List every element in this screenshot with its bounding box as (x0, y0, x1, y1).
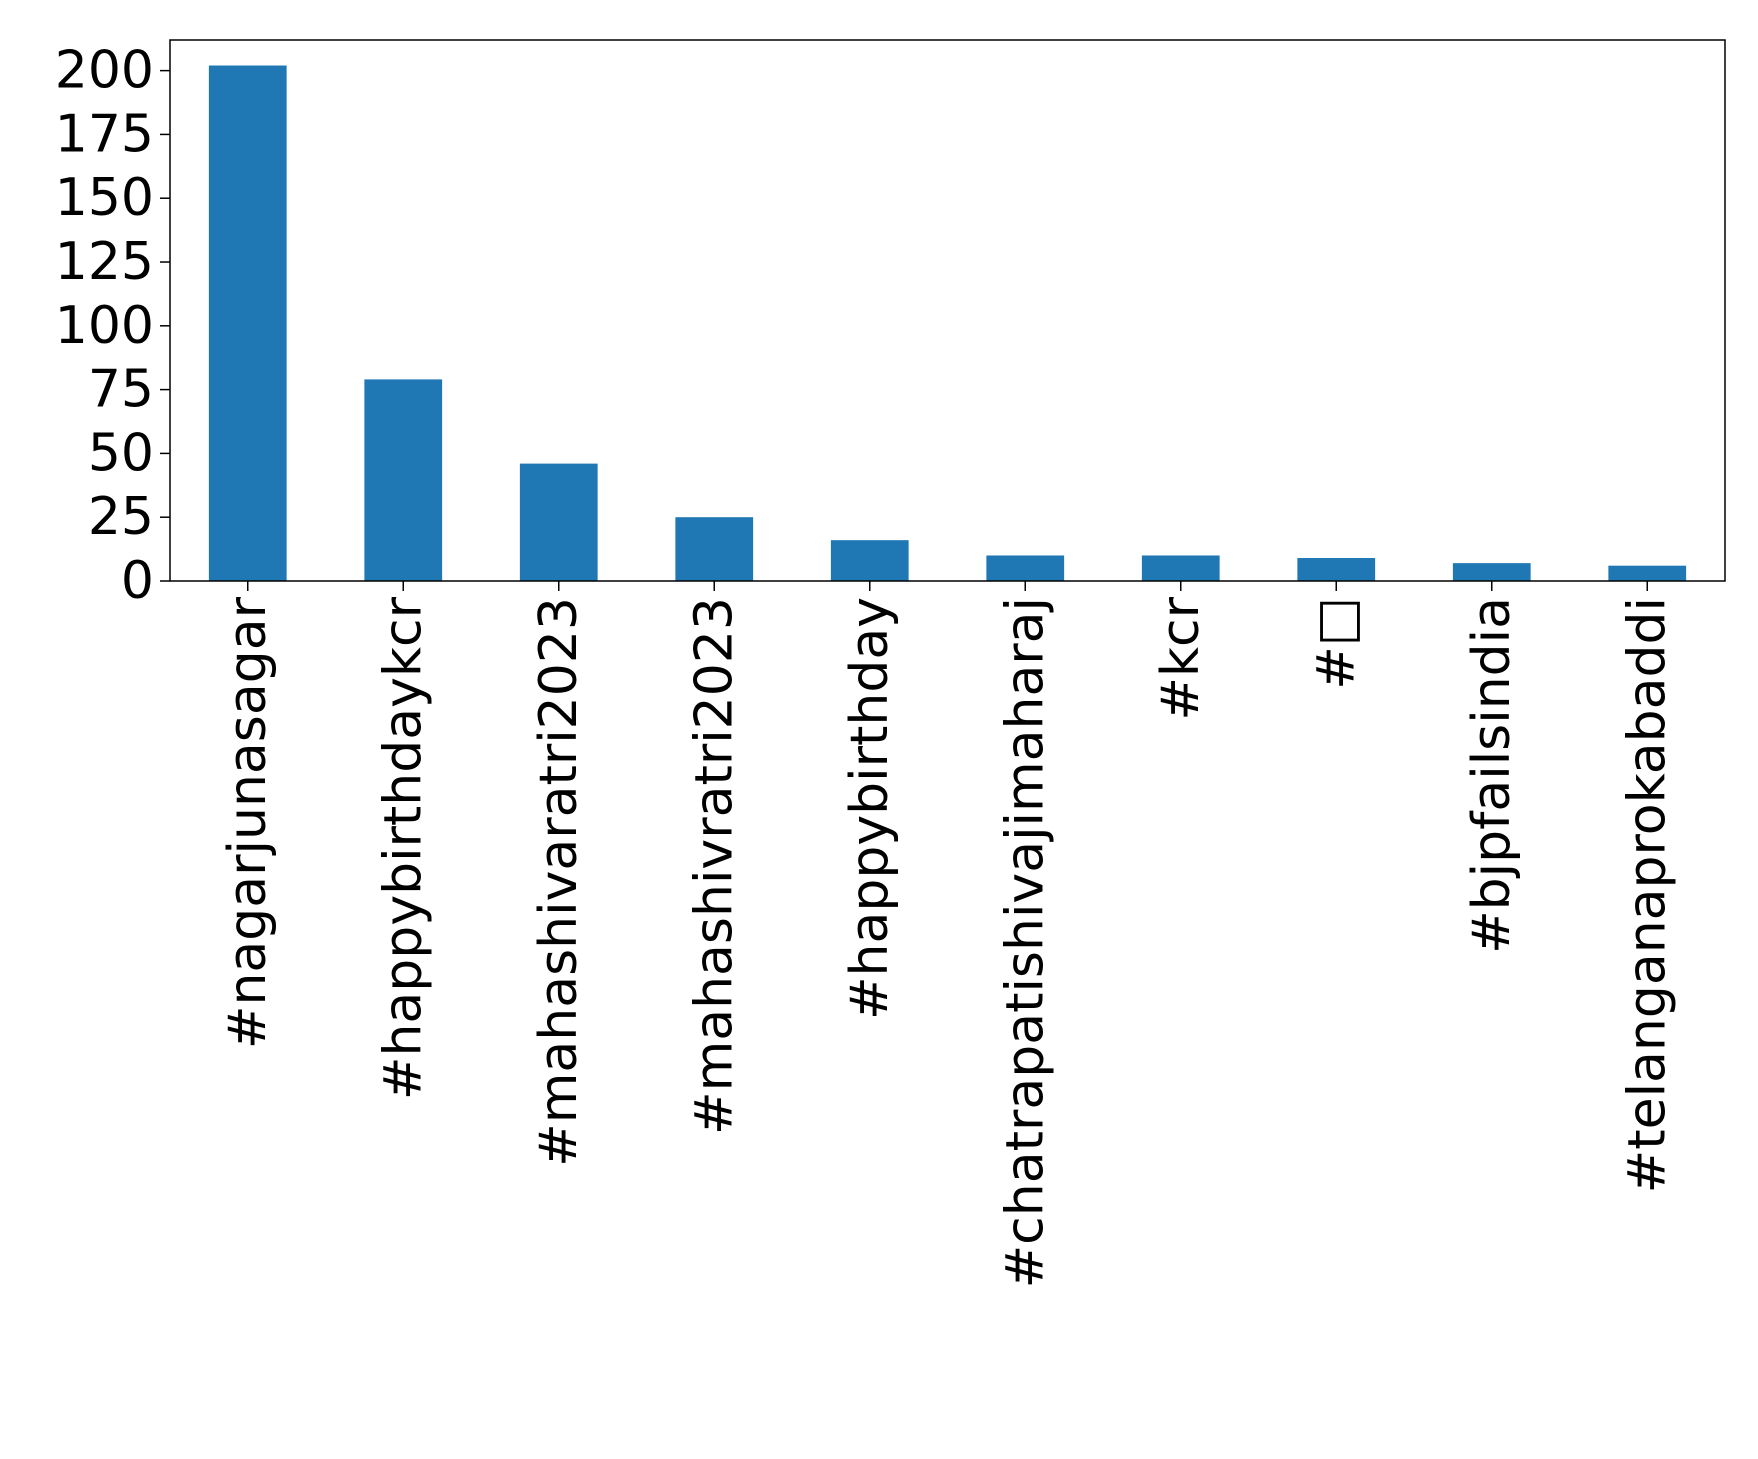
x-tick-label-4: #happybirthday (840, 597, 900, 1020)
x-tick-label-5: #chatrapatishivajimaharaj (995, 597, 1055, 1288)
bar-7 (1297, 558, 1376, 581)
y-tick-label-4: 100 (55, 296, 154, 356)
x-tick-label-1: #happybirthdaykcr (373, 596, 433, 1100)
bar-5 (986, 555, 1065, 581)
bar-4 (830, 540, 909, 581)
plot-frame (169, 39, 1726, 582)
bar-9 (1608, 565, 1687, 581)
bar-2 (519, 463, 598, 581)
bar-0 (208, 65, 287, 581)
bar-group (208, 65, 1687, 581)
y-tick-label-7: 175 (55, 104, 154, 164)
x-tick-label-6: #kcr (1151, 596, 1211, 720)
y-tick-label-3: 75 (88, 360, 154, 420)
bar-8 (1452, 563, 1531, 581)
y-tick-label-5: 125 (55, 232, 154, 292)
y-tick-label-8: 200 (55, 41, 154, 101)
x-tick-label-7: #□ (1306, 597, 1366, 690)
y-tick-label-2: 50 (88, 423, 154, 483)
bar-6 (1141, 555, 1220, 581)
x-tick-label-0: #nagarjunasagar (218, 596, 278, 1049)
x-tick-label-8: #bjpfailsindia (1462, 597, 1522, 954)
bar-3 (675, 517, 754, 581)
x-axis: #nagarjunasagar #happybirthdaykcr #mahashi… (218, 581, 1677, 1288)
y-tick-label-6: 150 (55, 168, 154, 228)
bar-1 (364, 379, 443, 581)
x-tick-label-3: #mahashivratri2023 (684, 597, 744, 1135)
y-tick-label-0: 0 (121, 551, 154, 611)
y-tick-label-1: 25 (88, 487, 154, 547)
x-tick-label-9: #telanganaprokabaddi (1617, 597, 1677, 1193)
x-tick-label-2: #mahashivaratri2023 (529, 597, 589, 1167)
